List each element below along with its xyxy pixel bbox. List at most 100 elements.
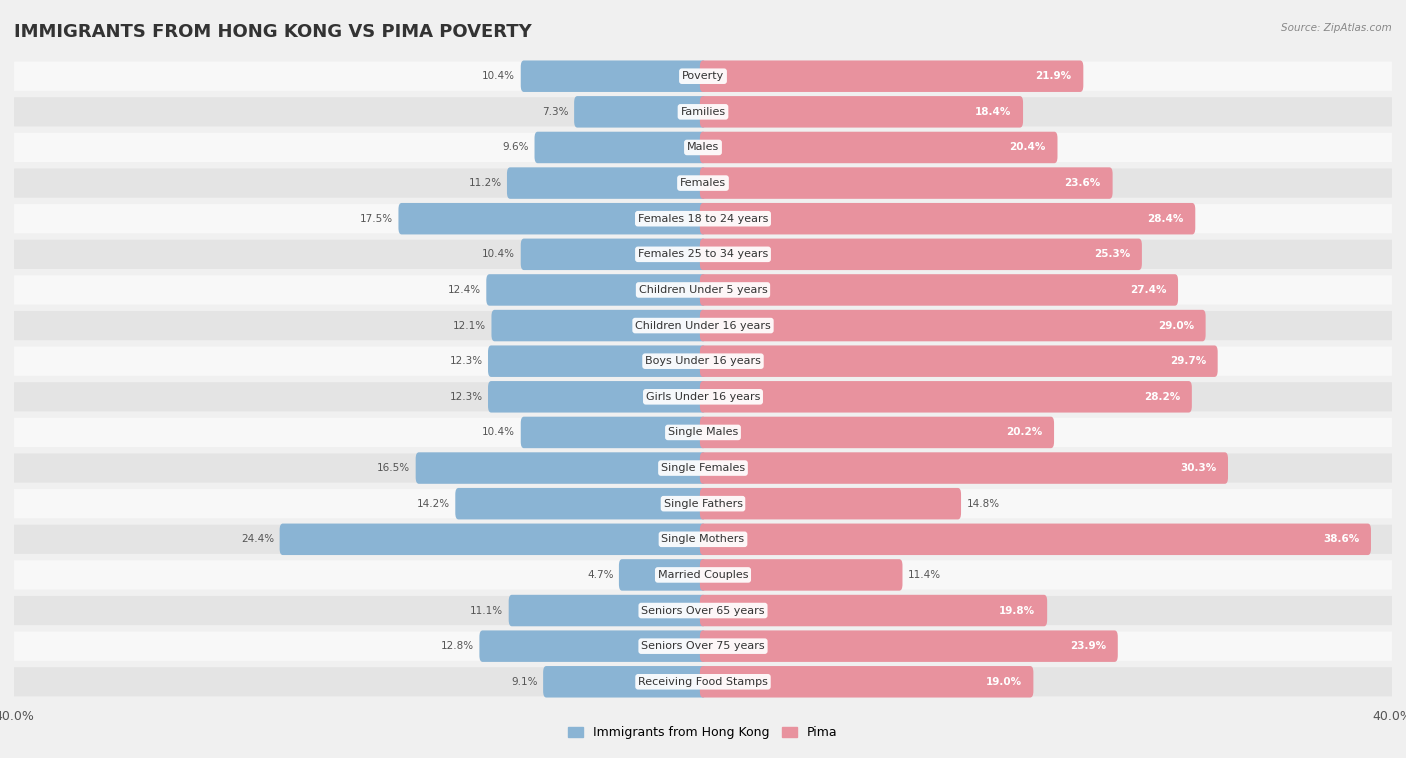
FancyBboxPatch shape	[700, 274, 1178, 305]
FancyBboxPatch shape	[520, 61, 706, 92]
Text: 11.1%: 11.1%	[470, 606, 503, 615]
Text: Girls Under 16 years: Girls Under 16 years	[645, 392, 761, 402]
FancyBboxPatch shape	[700, 310, 1205, 341]
Text: Single Females: Single Females	[661, 463, 745, 473]
FancyBboxPatch shape	[14, 453, 1392, 483]
Text: IMMIGRANTS FROM HONG KONG VS PIMA POVERTY: IMMIGRANTS FROM HONG KONG VS PIMA POVERT…	[14, 23, 531, 41]
Text: Single Mothers: Single Mothers	[661, 534, 745, 544]
Text: Single Males: Single Males	[668, 428, 738, 437]
Text: 12.8%: 12.8%	[441, 641, 474, 651]
FancyBboxPatch shape	[700, 346, 1218, 377]
FancyBboxPatch shape	[416, 453, 706, 484]
Text: 29.7%: 29.7%	[1170, 356, 1206, 366]
FancyBboxPatch shape	[700, 239, 1142, 270]
FancyBboxPatch shape	[700, 524, 1371, 555]
Text: 19.0%: 19.0%	[986, 677, 1022, 687]
Text: 11.2%: 11.2%	[468, 178, 502, 188]
FancyBboxPatch shape	[700, 559, 903, 590]
FancyBboxPatch shape	[486, 274, 706, 305]
Text: Married Couples: Married Couples	[658, 570, 748, 580]
Text: 12.1%: 12.1%	[453, 321, 486, 330]
Text: 14.2%: 14.2%	[416, 499, 450, 509]
Text: 12.3%: 12.3%	[450, 356, 482, 366]
Text: 24.4%: 24.4%	[240, 534, 274, 544]
FancyBboxPatch shape	[700, 417, 1054, 448]
FancyBboxPatch shape	[14, 596, 1392, 625]
Text: 4.7%: 4.7%	[586, 570, 613, 580]
Text: Receiving Food Stamps: Receiving Food Stamps	[638, 677, 768, 687]
FancyBboxPatch shape	[456, 488, 706, 519]
Text: 30.3%: 30.3%	[1180, 463, 1216, 473]
Text: 23.9%: 23.9%	[1070, 641, 1107, 651]
Text: Boys Under 16 years: Boys Under 16 years	[645, 356, 761, 366]
FancyBboxPatch shape	[700, 488, 962, 519]
FancyBboxPatch shape	[619, 559, 706, 590]
Text: 28.4%: 28.4%	[1147, 214, 1184, 224]
FancyBboxPatch shape	[488, 346, 706, 377]
FancyBboxPatch shape	[14, 489, 1392, 518]
FancyBboxPatch shape	[543, 666, 706, 697]
Text: 20.4%: 20.4%	[1010, 143, 1046, 152]
Text: 9.1%: 9.1%	[512, 677, 537, 687]
Text: Males: Males	[688, 143, 718, 152]
FancyBboxPatch shape	[492, 310, 706, 341]
FancyBboxPatch shape	[14, 275, 1392, 305]
FancyBboxPatch shape	[700, 381, 1192, 412]
FancyBboxPatch shape	[14, 560, 1392, 590]
FancyBboxPatch shape	[520, 417, 706, 448]
Legend: Immigrants from Hong Kong, Pima: Immigrants from Hong Kong, Pima	[564, 722, 842, 744]
FancyBboxPatch shape	[700, 453, 1227, 484]
FancyBboxPatch shape	[700, 132, 1057, 163]
Text: 25.3%: 25.3%	[1094, 249, 1130, 259]
Text: 17.5%: 17.5%	[360, 214, 392, 224]
FancyBboxPatch shape	[700, 203, 1195, 234]
FancyBboxPatch shape	[700, 666, 1033, 697]
Text: 28.2%: 28.2%	[1144, 392, 1180, 402]
Text: 12.4%: 12.4%	[447, 285, 481, 295]
FancyBboxPatch shape	[534, 132, 706, 163]
FancyBboxPatch shape	[700, 595, 1047, 626]
Text: Females 18 to 24 years: Females 18 to 24 years	[638, 214, 768, 224]
Text: 23.6%: 23.6%	[1064, 178, 1101, 188]
Text: 7.3%: 7.3%	[543, 107, 568, 117]
Text: 10.4%: 10.4%	[482, 71, 515, 81]
FancyBboxPatch shape	[14, 382, 1392, 412]
Text: Females: Females	[681, 178, 725, 188]
FancyBboxPatch shape	[280, 524, 706, 555]
FancyBboxPatch shape	[700, 61, 1084, 92]
Text: 29.0%: 29.0%	[1157, 321, 1194, 330]
FancyBboxPatch shape	[14, 525, 1392, 554]
FancyBboxPatch shape	[14, 204, 1392, 233]
Text: 16.5%: 16.5%	[377, 463, 411, 473]
FancyBboxPatch shape	[488, 381, 706, 412]
Text: Children Under 16 years: Children Under 16 years	[636, 321, 770, 330]
Text: Poverty: Poverty	[682, 71, 724, 81]
Text: Single Fathers: Single Fathers	[664, 499, 742, 509]
FancyBboxPatch shape	[508, 168, 706, 199]
Text: 10.4%: 10.4%	[482, 249, 515, 259]
FancyBboxPatch shape	[398, 203, 706, 234]
Text: 14.8%: 14.8%	[966, 499, 1000, 509]
FancyBboxPatch shape	[700, 96, 1024, 127]
FancyBboxPatch shape	[14, 667, 1392, 697]
Text: 27.4%: 27.4%	[1130, 285, 1167, 295]
Text: 38.6%: 38.6%	[1323, 534, 1360, 544]
Text: 18.4%: 18.4%	[974, 107, 1011, 117]
FancyBboxPatch shape	[14, 631, 1392, 661]
FancyBboxPatch shape	[574, 96, 706, 127]
FancyBboxPatch shape	[509, 595, 706, 626]
Text: Females 25 to 34 years: Females 25 to 34 years	[638, 249, 768, 259]
FancyBboxPatch shape	[14, 418, 1392, 447]
Text: 20.2%: 20.2%	[1007, 428, 1042, 437]
FancyBboxPatch shape	[700, 168, 1112, 199]
Text: Seniors Over 75 years: Seniors Over 75 years	[641, 641, 765, 651]
FancyBboxPatch shape	[14, 97, 1392, 127]
Text: 10.4%: 10.4%	[482, 428, 515, 437]
FancyBboxPatch shape	[14, 61, 1392, 91]
FancyBboxPatch shape	[479, 631, 706, 662]
Text: 9.6%: 9.6%	[502, 143, 529, 152]
FancyBboxPatch shape	[520, 239, 706, 270]
Text: Source: ZipAtlas.com: Source: ZipAtlas.com	[1281, 23, 1392, 33]
FancyBboxPatch shape	[14, 240, 1392, 269]
FancyBboxPatch shape	[14, 346, 1392, 376]
